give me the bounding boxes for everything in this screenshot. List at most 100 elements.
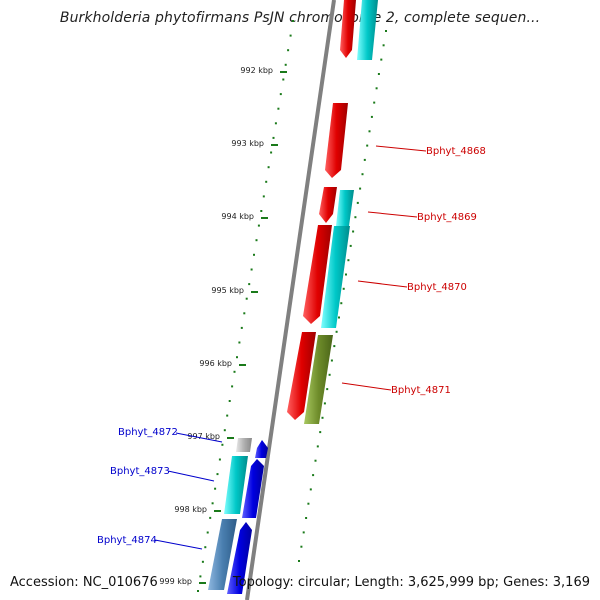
track-dot	[289, 34, 292, 37]
gene-label-bphyt-4868[interactable]: Bphyt_4868	[426, 146, 486, 157]
track-dot	[206, 531, 209, 534]
track-dot	[359, 187, 362, 190]
gene-feature-bphyt-4870[interactable]	[303, 225, 332, 324]
track-dot	[377, 73, 380, 75]
track-dot	[274, 122, 277, 125]
track-dot	[382, 44, 385, 47]
track-dot	[270, 151, 273, 154]
track-dot	[228, 400, 231, 402]
gene-feature-bphyt-4869[interactable]	[319, 187, 337, 223]
track-dot	[380, 58, 383, 61]
gene-label-bphyt-4869[interactable]: Bphyt_4869	[417, 212, 477, 223]
label-leaders	[154, 145, 427, 550]
track-dot	[279, 93, 282, 96]
track-dot	[262, 195, 265, 198]
track-dot	[250, 268, 253, 271]
track-dot	[309, 488, 312, 491]
cds-feature-bphyt-4869[interactable]	[336, 190, 354, 226]
track-dot	[248, 283, 251, 286]
track-dot	[231, 385, 234, 388]
track-dot	[223, 429, 226, 432]
cds-feature[interactable]	[357, 0, 378, 60]
map-title: Burkholderia phytofirmans PsJN chromosom…	[59, 10, 541, 26]
tick-label: 998 kbp	[174, 505, 207, 514]
gene-feature-bphyt-4871[interactable]	[287, 332, 316, 420]
track-dot	[330, 359, 333, 362]
gene-feature[interactable]	[340, 0, 356, 58]
track-dot	[335, 330, 338, 333]
track-dot	[226, 414, 229, 417]
tick-label: 994 kbp	[221, 212, 254, 221]
track-dot	[354, 216, 357, 219]
track-dot	[209, 516, 212, 519]
gene-label-bphyt-4870[interactable]: Bphyt_4870	[407, 282, 467, 293]
track-dot	[328, 373, 331, 376]
track-dot	[197, 590, 199, 592]
track-dot	[201, 560, 204, 563]
track-dot	[333, 345, 336, 348]
track-dot	[363, 158, 366, 161]
track-dot	[204, 546, 207, 549]
track-dot	[298, 560, 300, 562]
track-dot	[326, 388, 329, 391]
gene-label-bphyt-4872[interactable]: Bphyt_4872	[118, 427, 178, 438]
accession-text: Accession: NC_010676	[10, 575, 158, 590]
track-dot	[216, 473, 219, 476]
track-dot	[352, 230, 355, 233]
track-dot	[312, 474, 315, 477]
gene-feature-bphyt-4872[interactable]	[255, 440, 268, 458]
sequence-summary-text: Topology: circular; Length: 3,625,999 bp…	[232, 575, 590, 590]
track-dot	[361, 173, 364, 176]
track-dot	[314, 459, 317, 462]
tick-label: 996 kbp	[199, 359, 232, 368]
track-dot	[233, 370, 236, 373]
cds-feature-bphyt-4870[interactable]	[321, 226, 350, 328]
track-dot	[307, 502, 310, 505]
track-dot	[243, 312, 246, 315]
track-dot	[240, 326, 243, 329]
gene-label-bphyt-4873[interactable]: Bphyt_4873	[110, 466, 170, 477]
track-dot	[199, 575, 202, 578]
gene-label-bphyt-4871[interactable]: Bphyt_4871	[391, 385, 451, 396]
track-dot	[349, 244, 352, 247]
cds-feature-bphyt-4872[interactable]	[236, 438, 252, 452]
tick-label: 997 kbp	[187, 432, 220, 441]
track-dot	[347, 259, 350, 262]
track-dot	[323, 402, 326, 405]
track-dot	[287, 49, 290, 52]
track-dot	[267, 166, 270, 169]
cds-feature-bphyt-4874[interactable]	[208, 519, 237, 590]
track-dot	[373, 101, 376, 104]
track-dot	[245, 297, 248, 300]
track-dot	[370, 115, 373, 118]
track-dot	[340, 302, 343, 305]
gene-feature-bphyt-4868[interactable]	[325, 103, 348, 178]
tick-label: 993 kbp	[231, 139, 264, 148]
ruler-ticks: 992 kbp 993 kbp 994 kbp 995 kbp 996 kbp …	[159, 66, 287, 586]
gene-feature-bphyt-4873[interactable]	[242, 459, 264, 518]
track-dot	[214, 487, 217, 490]
track-dot	[238, 341, 241, 344]
feature-track-right	[287, 0, 378, 424]
track-dot	[211, 502, 214, 505]
track-dot	[218, 458, 221, 461]
track-dot	[221, 443, 224, 446]
track-dot	[282, 78, 285, 81]
cds-feature-bphyt-4871[interactable]	[304, 335, 333, 424]
track-dot	[321, 416, 324, 419]
track-dot	[284, 63, 287, 66]
cds-feature-bphyt-4873[interactable]	[224, 456, 248, 514]
track-dot	[319, 431, 322, 434]
gene-label-bphyt-4874[interactable]: Bphyt_4874	[97, 535, 157, 546]
feature-track-left	[208, 438, 268, 594]
gene-labels: Bphyt_4868 Bphyt_4869 Bphyt_4870 Bphyt_4…	[97, 146, 486, 546]
track-dot	[316, 445, 319, 448]
track-dot	[342, 287, 345, 290]
chromosome-backbone	[245, 0, 336, 600]
track-dot	[277, 107, 280, 110]
tick-label: 992 kbp	[240, 66, 273, 75]
track-dot	[356, 201, 359, 204]
gene-feature-bphyt-4874[interactable]	[227, 522, 252, 594]
